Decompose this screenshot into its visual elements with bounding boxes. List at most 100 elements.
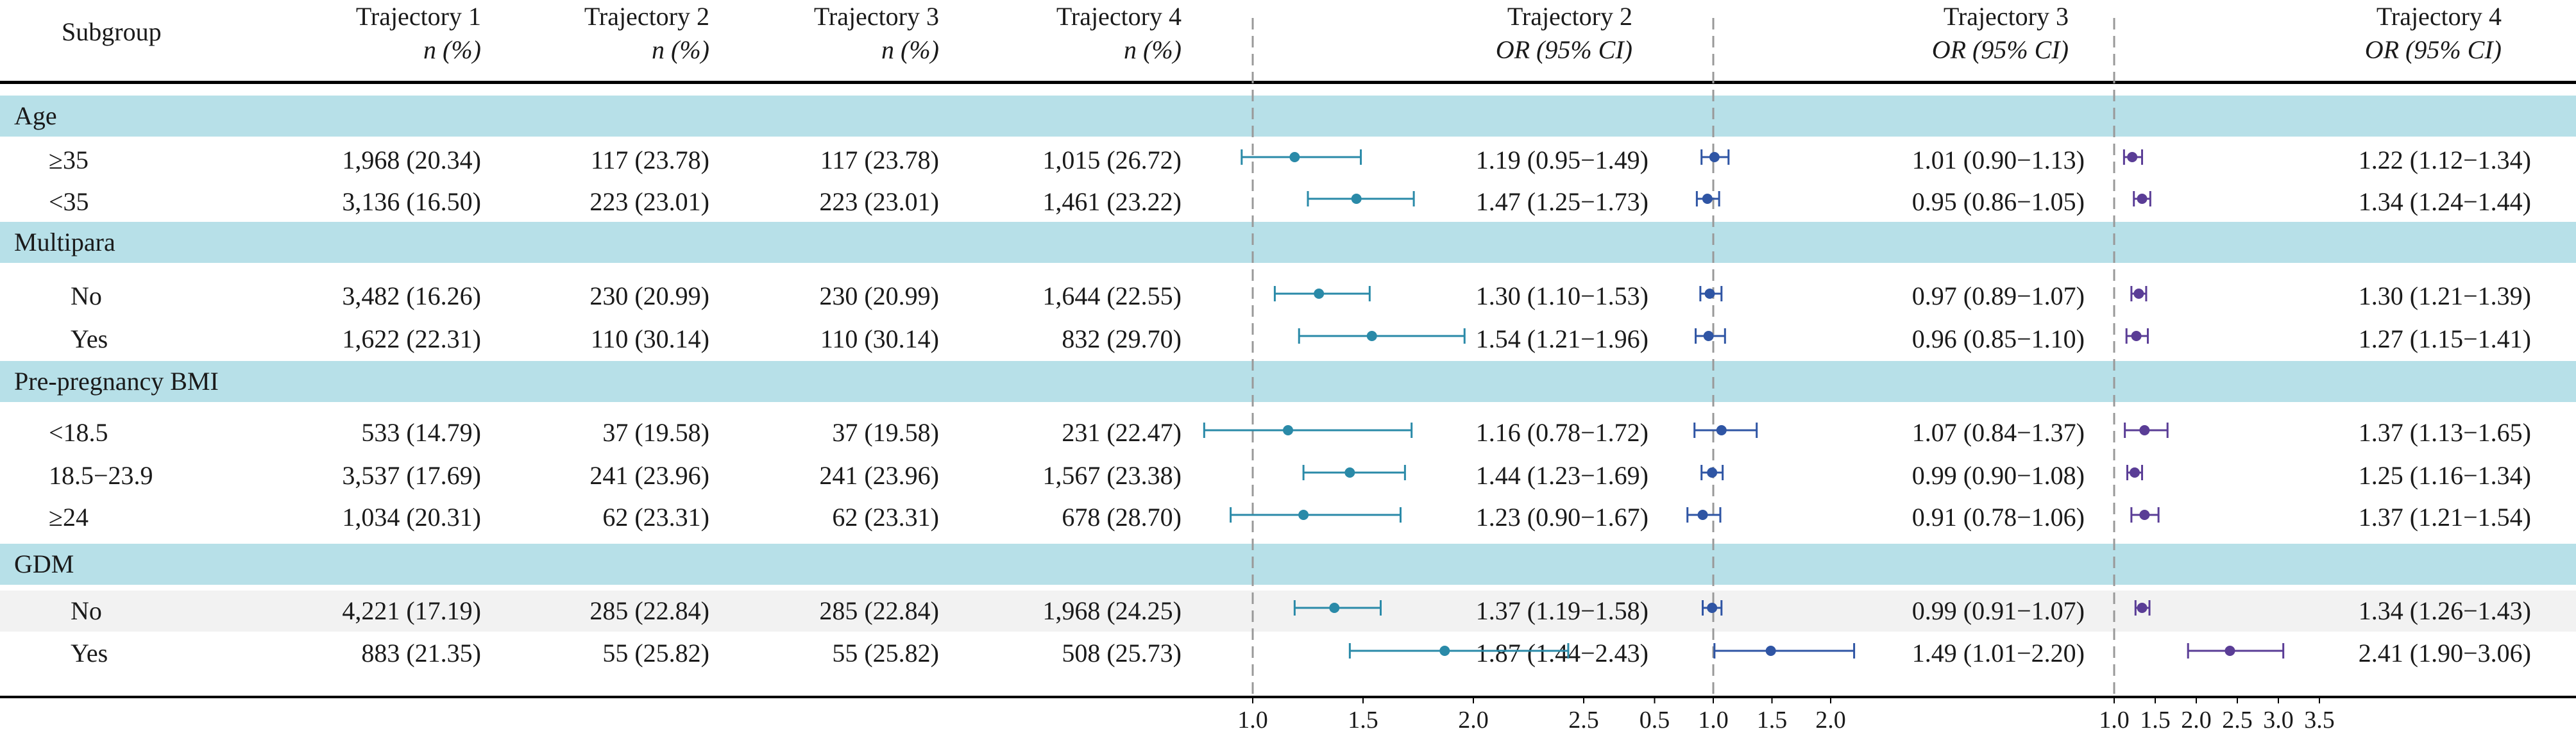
traj1-header: Trajectory 1 [355, 2, 481, 31]
row-or-traj4: 1.37 (1.13−1.65) [2358, 418, 2531, 447]
row-or-traj2: 1.54 (1.21−1.96) [1475, 324, 1648, 353]
row-label: <35 [49, 187, 89, 216]
row-n-traj3: 285 (22.84) [819, 596, 939, 625]
row-or-traj3: 0.99 (0.90−1.08) [1911, 461, 2085, 490]
row-or-traj3: 0.96 (0.85−1.10) [1911, 324, 2085, 353]
traj4-header: Trajectory 4 [1056, 2, 1182, 31]
group-band-age [0, 96, 2576, 137]
row-n-traj2: 37 (19.58) [602, 418, 709, 447]
row-n-traj4: 1,461 (23.22) [1042, 187, 1182, 216]
row-n-traj2: 110 (30.14) [590, 324, 709, 353]
traj3-header: Trajectory 3 [813, 2, 939, 31]
forest-point [2131, 331, 2142, 341]
forest-point [2139, 425, 2150, 435]
traj1-n-header: n (%) [423, 35, 481, 64]
forest-point [1344, 467, 1355, 478]
forest-point [1439, 646, 1450, 656]
row-or-traj4: 1.22 (1.12−1.34) [2358, 146, 2531, 174]
row-or-traj3: 0.95 (0.86−1.05) [1911, 187, 2085, 216]
forest-point [2137, 194, 2148, 204]
row-label: Yes [71, 639, 108, 667]
group-label-gdm: GDM [14, 550, 74, 578]
row-n-traj3: 230 (20.99) [819, 281, 939, 310]
forest-point [1702, 194, 1713, 204]
traj2-n-header: n (%) [652, 35, 709, 64]
forest2-or-header: OR (95% CI) [1495, 35, 1632, 64]
forest4-or-header: OR (95% CI) [2364, 35, 2502, 64]
forest-tick-label: 2.0 [1815, 707, 1846, 734]
forest-tick-label: 2.0 [2181, 707, 2212, 734]
row-label: ≥24 [49, 503, 89, 532]
forest-tick-label: 1.0 [1237, 707, 1268, 734]
row-or-traj3: 1.07 (0.84−1.37) [1911, 418, 2085, 447]
row-label: <18.5 [49, 418, 108, 447]
row-n-traj4: 678 (28.70) [1062, 503, 1182, 532]
row-label: 18.5−23.9 [49, 461, 153, 490]
row-or-traj3: 0.91 (0.78−1.06) [1911, 503, 2085, 532]
row-n-traj4: 1,015 (26.72) [1042, 146, 1182, 174]
row-or-traj4: 1.30 (1.21−1.39) [2358, 281, 2531, 310]
row-n-traj2: 230 (20.99) [589, 281, 709, 310]
forest2-title: Trajectory 2 [1507, 2, 1632, 31]
forest-point [1314, 289, 1325, 299]
row-label: No [71, 596, 102, 625]
row-n-traj3: 223 (23.01) [819, 187, 939, 216]
row-or-traj2: 1.44 (1.23−1.69) [1475, 461, 1648, 490]
forest-tick-label: 2.0 [1458, 707, 1489, 734]
group-band-bmi [0, 361, 2576, 402]
row-or-traj4: 1.37 (1.21−1.54) [2358, 503, 2531, 532]
row-or-traj2: 1.16 (0.78−1.72) [1475, 418, 1648, 447]
bottom-rule [0, 696, 2576, 698]
row-or-traj3: 0.97 (0.89−1.07) [1911, 281, 2085, 310]
row-n-traj2: 117 (23.78) [590, 146, 709, 174]
row-n-traj2: 55 (25.82) [602, 639, 709, 667]
forest-point [1765, 646, 1776, 656]
forest-tick-label: 0.5 [1640, 707, 1670, 734]
forest-point [1716, 425, 1727, 435]
forest-tick-label: 1.5 [2140, 707, 2171, 734]
forest-point [1329, 603, 1340, 613]
group-label-bmi: Pre-pregnancy BMI [14, 367, 219, 396]
forest-point [1703, 331, 1714, 341]
group-label-age: Age [14, 101, 57, 130]
traj4-n-header: n (%) [1124, 35, 1182, 64]
row-n-traj3: 241 (23.96) [819, 461, 939, 490]
row-or-traj2: 1.47 (1.25−1.73) [1475, 187, 1648, 216]
row-n-traj1: 1,034 (20.31) [342, 503, 481, 532]
row-n-traj2: 223 (23.01) [589, 187, 709, 216]
row-n-traj2: 241 (23.96) [589, 461, 709, 490]
row-n-traj3: 37 (19.58) [832, 418, 939, 447]
row-or-traj4: 1.25 (1.16−1.34) [2358, 461, 2531, 490]
forest-point [1289, 152, 1300, 162]
forest-tick-label: 1.5 [1348, 707, 1378, 734]
forest-tick-label: 1.0 [1698, 707, 1729, 734]
row-or-traj2: 1.37 (1.19−1.58) [1475, 596, 1648, 625]
row-n-traj1: 883 (21.35) [361, 639, 481, 667]
row-or-traj3: 1.01 (0.90−1.13) [1911, 146, 2085, 174]
forest-tick-label: 2.5 [1568, 707, 1599, 734]
row-n-traj4: 1,968 (24.25) [1042, 596, 1182, 625]
forest-point [1366, 331, 1377, 341]
forest-point [2130, 467, 2140, 478]
forest-point [2133, 289, 2144, 299]
forest-point [2139, 510, 2150, 520]
row-n-traj3: 110 (30.14) [820, 324, 939, 353]
row-or-traj4: 1.34 (1.26−1.43) [2358, 596, 2531, 625]
row-n-traj4: 1,644 (22.55) [1042, 281, 1182, 310]
row-n-traj1: 1,968 (20.34) [342, 146, 481, 174]
forest-point [2224, 646, 2235, 656]
forest-point [1298, 510, 1309, 520]
row-or-traj2: 1.87 (1.44−2.43) [1475, 639, 1648, 667]
forest-point [1707, 603, 1718, 613]
forest4-title: Trajectory 4 [2376, 2, 2502, 31]
traj2-header: Trajectory 2 [584, 2, 709, 31]
forest-point [1351, 194, 1362, 204]
row-n-traj1: 3,482 (16.26) [342, 281, 481, 310]
row-n-traj1: 3,136 (16.50) [342, 187, 481, 216]
row-or-traj3: 1.49 (1.01−2.20) [1911, 639, 2085, 667]
forest-tick-label: 3.5 [2304, 707, 2335, 734]
forest-point [2127, 152, 2138, 162]
row-n-traj4: 231 (22.47) [1062, 418, 1182, 447]
row-highlight-gdm-no [0, 591, 2576, 632]
